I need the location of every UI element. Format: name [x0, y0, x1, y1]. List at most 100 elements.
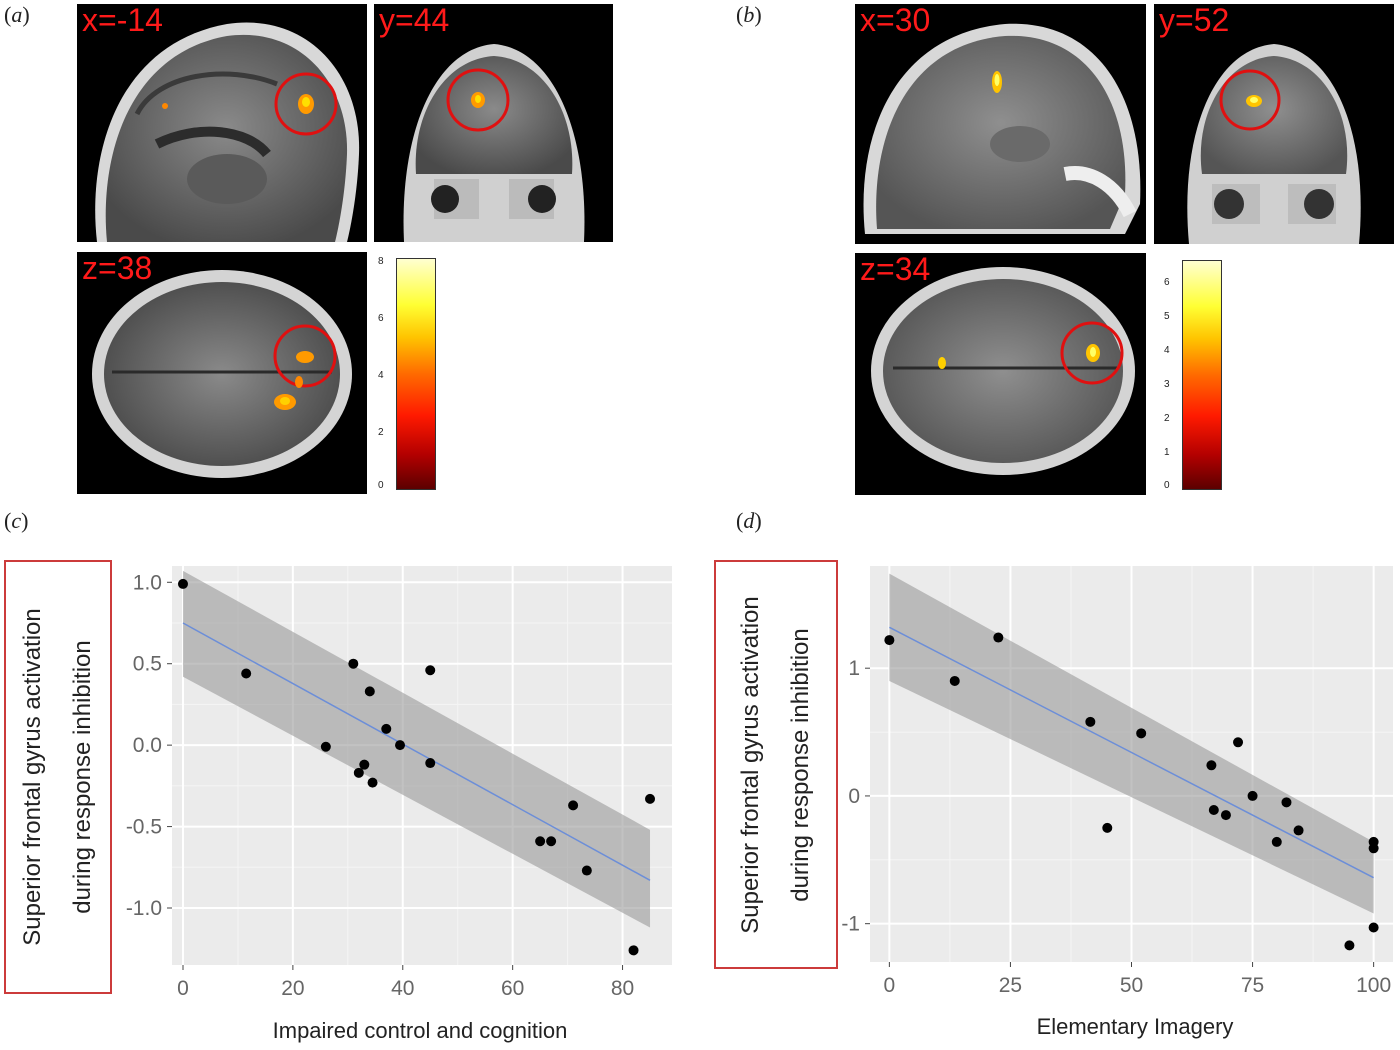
coordinate-label: x=30	[860, 4, 931, 38]
data-point	[1247, 790, 1258, 801]
panel-label-d: (d)	[736, 508, 762, 533]
data-point	[1220, 810, 1231, 821]
data-point	[993, 632, 1004, 643]
y-tick-label: -1	[841, 913, 860, 936]
colorbar-tick: 6	[378, 313, 384, 324]
colorbar-tick: 8	[378, 256, 384, 267]
x-tick-label: 20	[281, 977, 304, 1000]
data-point	[1085, 716, 1096, 727]
sagittal-brain-image	[95, 22, 360, 242]
data-point	[1271, 836, 1282, 847]
data-point	[1293, 825, 1304, 836]
colorbar-tick: 3	[1164, 379, 1170, 390]
data-point	[628, 945, 639, 956]
sagittal-slice-a: x=-14	[77, 4, 367, 242]
data-point	[884, 635, 895, 646]
axial-brain-image	[92, 270, 352, 478]
axial-brain-image	[871, 267, 1135, 475]
y-axis-label-line1: Superior frontal gyrus activation	[19, 608, 46, 946]
coordinate-label: z=34	[860, 253, 931, 287]
colorbar-tick: 6	[1164, 277, 1170, 288]
data-point	[425, 758, 436, 769]
data-point	[535, 836, 546, 847]
data-point	[348, 658, 359, 669]
colorbar-gradient	[1182, 260, 1222, 490]
colorbar-tick: 0	[378, 480, 384, 491]
coordinate-label: x=-14	[82, 4, 163, 38]
colorbar-tick: 5	[1164, 311, 1170, 322]
regression-line	[182, 622, 651, 881]
data-point	[177, 578, 188, 589]
colorbar-tick: 0	[1164, 480, 1170, 491]
colorbar-tick: 4	[378, 370, 384, 381]
y-axis-label-line1: Superior frontal gyrus activation	[737, 595, 764, 934]
data-point	[1368, 843, 1379, 854]
colorbar-tick: 4	[1164, 345, 1170, 356]
data-point	[1368, 922, 1379, 933]
colorbar-tick: 1	[1164, 447, 1170, 458]
data-point	[1344, 940, 1355, 951]
coordinate-label: z=38	[82, 252, 153, 286]
y-tick-label: 0.5	[133, 653, 162, 676]
roi-circle	[273, 324, 337, 388]
y-tick-label: 0	[848, 785, 860, 808]
x-tick-label: 25	[999, 974, 1022, 997]
data-point	[1208, 804, 1219, 815]
y-axis-label: Superior frontal gyrus activation during…	[726, 555, 826, 975]
x-tick-label: 80	[611, 977, 634, 1000]
data-point	[546, 836, 557, 847]
y-axis-label: Superior frontal gyrus activation during…	[8, 567, 108, 987]
scatter-plot-d: 0 25 50 75 100 -1 0 1	[841, 566, 1393, 997]
confidence-band	[889, 573, 1374, 914]
y-tick-label: -0.5	[126, 816, 162, 839]
coordinate-label: y=44	[379, 4, 450, 38]
scatter-plot-c: 0 20 40 60 80 -1.0 -0.5 0.0 0.5 1.0	[126, 566, 672, 1000]
data-point	[1281, 797, 1292, 808]
panel-label-c: (c)	[4, 508, 29, 533]
colorbar-gradient	[396, 258, 436, 490]
roi-circle	[274, 72, 338, 136]
coronal-slice-b: y=52	[1154, 4, 1394, 244]
y-tick-label: 0.0	[133, 734, 162, 757]
y-tick-label: -1.0	[126, 897, 162, 920]
regression-line	[889, 626, 1374, 879]
data-point	[320, 741, 331, 752]
x-axis-label-c: Impaired control and cognition	[272, 1018, 568, 1043]
data-point	[1233, 737, 1244, 748]
data-point	[353, 767, 364, 778]
y-tick-label: 1	[848, 657, 860, 680]
x-tick-label: 0	[884, 974, 896, 997]
x-tick-label: 60	[501, 977, 524, 1000]
y-axis-label-box-d: Superior frontal gyrus activation during…	[714, 560, 838, 969]
data-point	[241, 668, 252, 679]
x-tick-label: 75	[1241, 974, 1264, 997]
data-point	[1206, 760, 1217, 771]
data-point	[425, 665, 436, 676]
roi-circle	[1060, 321, 1124, 385]
coronal-brain-image	[1187, 44, 1361, 244]
y-axis-label-line2: during response inhibition	[69, 640, 96, 914]
axial-slice-a: z=38	[77, 252, 367, 494]
coordinate-label: y=52	[1159, 4, 1230, 38]
x-axis-label-d: Elementary Imagery	[1036, 1014, 1234, 1039]
colorbar-tick: 2	[1164, 413, 1170, 424]
data-point	[949, 675, 960, 686]
data-point	[367, 777, 378, 788]
axial-slice-b: z=34	[855, 253, 1146, 495]
data-point	[645, 793, 656, 804]
roi-circle	[1219, 69, 1281, 131]
colorbar-tick: 2	[378, 427, 384, 438]
y-axis-label-box-c: Superior frontal gyrus activation during…	[4, 560, 112, 994]
x-tick-label: 100	[1356, 974, 1391, 997]
sagittal-brain-image	[863, 23, 1141, 234]
coronal-slice-a: y=44	[374, 4, 613, 242]
data-point	[395, 740, 406, 751]
colorbar-a: 8 6 4 2 0	[374, 256, 464, 491]
y-tick-label: 1.0	[133, 571, 162, 594]
x-tick-label: 40	[391, 977, 414, 1000]
data-point	[568, 800, 579, 811]
panel-label-b: (b)	[736, 2, 762, 27]
data-point	[581, 865, 592, 876]
panel-label-a: (a)	[4, 2, 30, 27]
coronal-brain-image	[403, 44, 585, 242]
